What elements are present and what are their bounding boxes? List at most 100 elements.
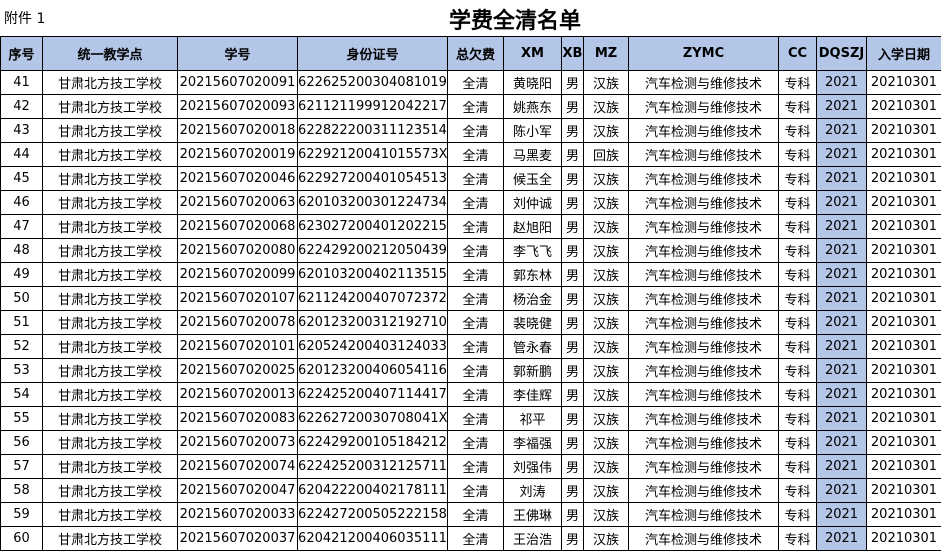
table-cell: 甘肃北方技工学校 (42, 310, 178, 335)
table-cell: 李飞飞 (503, 238, 562, 263)
table-cell: 甘肃北方技工学校 (42, 406, 178, 431)
table-cell: 全清 (447, 190, 504, 215)
table-cell: 汽车检测与维修技术 (628, 262, 779, 287)
table-cell: 20210301 (866, 310, 941, 335)
table-cell: 20210301 (866, 382, 941, 407)
table-row: 47 甘肃北方技工学校 20215607020068 6230272004012022… (0, 214, 941, 239)
table-cell: 专科 (778, 94, 817, 119)
table-cell: 汽车检测与维修技术 (628, 94, 779, 119)
table-cell: 20215607020047 (177, 478, 298, 503)
table-cell: 2021 (816, 406, 867, 431)
table-cell: 2021 (816, 286, 867, 311)
table-cell: 623027200401202215 (297, 214, 448, 239)
table-cell: 47 (0, 214, 43, 239)
table-cell: 20215607020025 (177, 358, 298, 383)
table-cell: 620421200406035111 (297, 526, 448, 551)
table-cell: 汽车检测与维修技术 (628, 166, 779, 191)
table-cell: 62292120041015573X (297, 142, 448, 167)
table-cell: 专科 (778, 526, 817, 551)
table-cell: 杨治金 (503, 286, 562, 311)
table-cell: 622425200407114417 (297, 382, 448, 407)
table-cell: 全清 (447, 286, 504, 311)
table-cell: 王佛琳 (503, 502, 562, 527)
table-cell: 汉族 (583, 358, 629, 383)
table-cell: 20210301 (866, 190, 941, 215)
table-cell: 20215607020037 (177, 526, 298, 551)
table-cell: 20215607020063 (177, 190, 298, 215)
table-cell: 53 (0, 358, 43, 383)
table-cell: 2021 (816, 190, 867, 215)
table-cell: 汽车检测与维修技术 (628, 118, 779, 143)
table-cell: 男 (561, 262, 584, 287)
column-header: 总欠费 (447, 36, 504, 71)
table-cell: 甘肃北方技工学校 (42, 142, 178, 167)
table-cell: 男 (561, 502, 584, 527)
column-header: 身份证号 (297, 36, 448, 71)
table-row: 42 甘肃北方技工学校 20215607020093 6211211999120422… (0, 94, 941, 119)
column-header: 入学日期 (866, 36, 941, 71)
table-cell: 59 (0, 502, 43, 527)
table-cell: 专科 (778, 358, 817, 383)
column-header: DQSZJ (816, 36, 867, 71)
table-cell: 20210301 (866, 334, 941, 359)
table-cell: 汉族 (583, 118, 629, 143)
table-cell: 男 (561, 238, 584, 263)
table-cell: 甘肃北方技工学校 (42, 358, 178, 383)
table-row: 45 甘肃北方技工学校 20215607020046 6229272004010545… (0, 166, 941, 191)
table-cell: 20215607020018 (177, 118, 298, 143)
column-header: ZYMC (628, 36, 779, 71)
table-cell: 20215607020013 (177, 382, 298, 407)
table-cell: 622425200312125711 (297, 454, 448, 479)
table-cell: 2021 (816, 454, 867, 479)
table-cell: 男 (561, 286, 584, 311)
table-cell: 马黑麦 (503, 142, 562, 167)
table-cell: 2021 (816, 334, 867, 359)
table-cell: 专科 (778, 262, 817, 287)
table-cell: 专科 (778, 430, 817, 455)
table-cell: 男 (561, 142, 584, 167)
table-cell: 甘肃北方技工学校 (42, 238, 178, 263)
table-cell: 汉族 (583, 478, 629, 503)
table-row: 56 甘肃北方技工学校 20215607020073 6224292001051842… (0, 430, 941, 455)
table-cell: 全清 (447, 142, 504, 167)
annex-label: 附件 1 (4, 11, 46, 27)
table-row: 51 甘肃北方技工学校 20215607020078 6201232003121927… (0, 310, 941, 335)
table-cell: 汉族 (583, 454, 629, 479)
column-header: CC (778, 36, 817, 71)
table-cell: 全清 (447, 334, 504, 359)
table-row: 44 甘肃北方技工学校 20215607020019 6229212004101557… (0, 142, 941, 167)
table-cell: 甘肃北方技工学校 (42, 502, 178, 527)
table-cell: 汉族 (583, 238, 629, 263)
table-cell: 全清 (447, 382, 504, 407)
table-cell: 42 (0, 94, 43, 119)
table-cell: 20210301 (866, 166, 941, 191)
table-cell: 44 (0, 142, 43, 167)
table-cell: 汽车检测与维修技术 (628, 502, 779, 527)
table-cell: 2021 (816, 526, 867, 551)
table-cell: 汽车检测与维修技术 (628, 430, 779, 455)
table-cell: 620103200301224734 (297, 190, 448, 215)
table-cell: 20215607020073 (177, 430, 298, 455)
table-cell: 汽车检测与维修技术 (628, 70, 779, 95)
table-cell: 甘肃北方技工学校 (42, 478, 178, 503)
table-cell: 汉族 (583, 262, 629, 287)
table-cell: 46 (0, 190, 43, 215)
table-cell: 男 (561, 430, 584, 455)
table-cell: 57 (0, 454, 43, 479)
table-cell: 汽车检测与维修技术 (628, 478, 779, 503)
table-cell: 男 (561, 94, 584, 119)
table-row: 41 甘肃北方技工学校 20215607020091 6226252003040810… (0, 70, 941, 95)
table-cell: 汽车检测与维修技术 (628, 382, 779, 407)
table-cell: 甘肃北方技工学校 (42, 118, 178, 143)
table-cell: 男 (561, 382, 584, 407)
table-cell: 男 (561, 190, 584, 215)
table-cell: 2021 (816, 358, 867, 383)
table-cell: 50 (0, 286, 43, 311)
table-cell: 管永春 (503, 334, 562, 359)
table-cell: 62262720030708041X (297, 406, 448, 431)
table-cell: 20215607020091 (177, 70, 298, 95)
table-cell: 赵旭阳 (503, 214, 562, 239)
table-cell: 李佳辉 (503, 382, 562, 407)
table-cell: 全清 (447, 238, 504, 263)
table-cell: 王治浩 (503, 526, 562, 551)
